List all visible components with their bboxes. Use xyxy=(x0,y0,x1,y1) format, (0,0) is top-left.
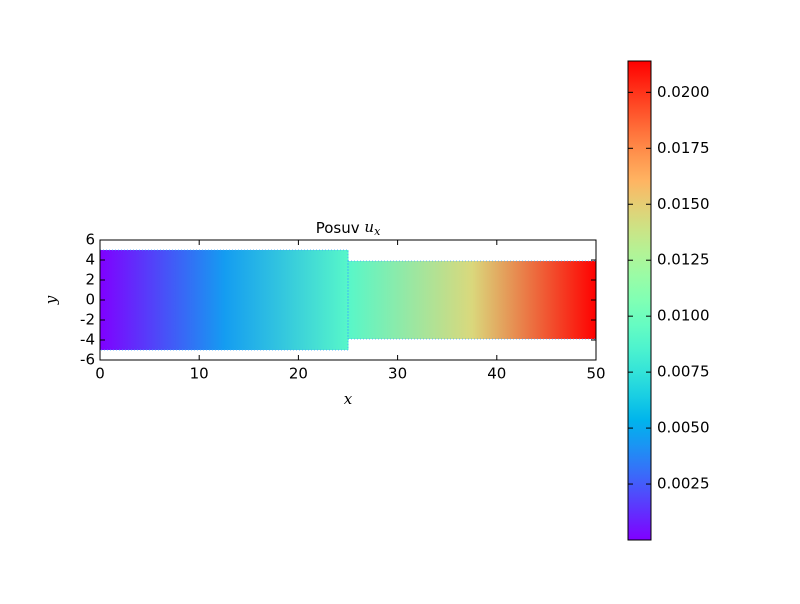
y-tick-label: 4 xyxy=(85,251,95,269)
colorbar-tick-label: 0.0175 xyxy=(657,139,710,157)
y-tick-label: 0 xyxy=(85,291,95,309)
y-tick-label: -4 xyxy=(80,331,95,349)
colorbar-tick-label: 0.0200 xyxy=(657,83,710,101)
x-tick-label: 20 xyxy=(289,365,308,383)
colorbar-tick-label: 0.0100 xyxy=(657,307,710,325)
y-tick-label: -2 xyxy=(80,311,95,329)
field-segment xyxy=(472,261,597,339)
y-tick-label: 2 xyxy=(85,271,95,289)
x-axis-label: x xyxy=(344,390,353,408)
colorbar xyxy=(627,60,652,541)
x-tick-label: 40 xyxy=(487,365,506,383)
y-axis-label: y xyxy=(42,295,60,305)
x-tick-label: 0 xyxy=(95,365,105,383)
title-text: Posuv xyxy=(316,219,360,237)
title-subscript: x xyxy=(374,225,381,238)
chart-title: Posuv ux xyxy=(316,218,381,238)
title-symbol: u xyxy=(364,218,374,236)
y-tick-label: -6 xyxy=(80,351,95,369)
colorbar-tick-label: 0.0025 xyxy=(657,475,710,493)
y-tick-label: 6 xyxy=(85,231,95,249)
x-tick-label: 50 xyxy=(586,365,605,383)
colorbar-tick-label: 0.0125 xyxy=(657,251,710,269)
colorbar-tick-label: 0.0075 xyxy=(657,363,710,381)
colorbar-tick-label: 0.0150 xyxy=(657,195,710,213)
x-tick-label: 30 xyxy=(388,365,407,383)
field-segment xyxy=(100,250,225,350)
field-segment xyxy=(348,261,473,339)
x-tick-label: 10 xyxy=(190,365,209,383)
domain-section xyxy=(347,260,597,340)
colorbar-tick-label: 0.0050 xyxy=(657,419,710,437)
field-segment xyxy=(224,250,349,350)
